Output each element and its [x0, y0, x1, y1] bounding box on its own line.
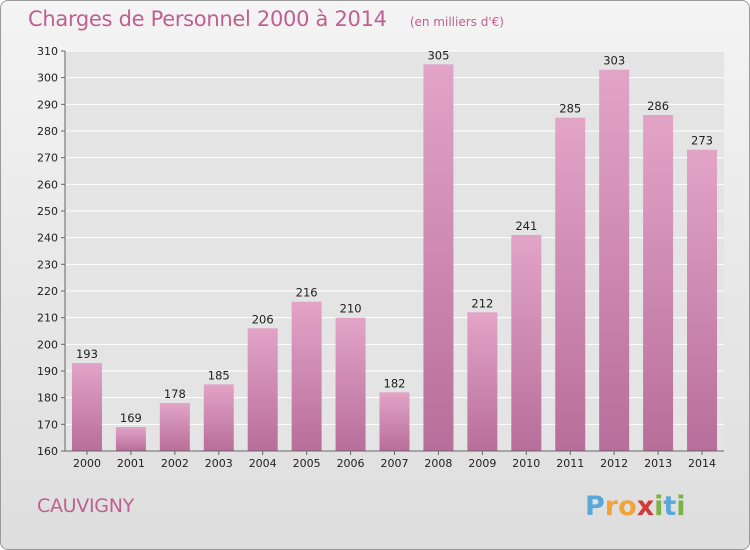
- bar-2000: [71, 363, 102, 451]
- y-tick-label: 240: [37, 232, 58, 245]
- x-tick-label: 2005: [293, 457, 321, 470]
- x-axis: 2000 2001 2002 2003 2004 2005 2006 2007 2008 2009…: [73, 451, 716, 470]
- bar-2009: [467, 312, 498, 451]
- x-tick-label: 2011: [556, 457, 584, 470]
- data-label-2014: 273: [691, 134, 713, 148]
- x-tick-label: 2013: [644, 457, 672, 470]
- x-tick-label: 2000: [73, 457, 101, 470]
- chart-subtitle: (en milliers d'€): [409, 15, 504, 29]
- logo-letter: i: [654, 491, 664, 522]
- y-tick-label: 270: [37, 152, 58, 165]
- bar-2006: [335, 317, 366, 451]
- bar-2005: [291, 301, 322, 451]
- logo-letter: o: [618, 491, 637, 522]
- x-tick-label: 2001: [117, 457, 145, 470]
- y-tick-label: 190: [37, 365, 58, 378]
- y-axis: 160 170 180 190 200 210 220 230 240 250 260 270 280 2…: [37, 45, 65, 458]
- data-label-2001: 169: [120, 411, 142, 425]
- x-tick-label: 2012: [600, 457, 628, 470]
- logo-letter: i: [676, 491, 686, 522]
- data-label-2008: 305: [427, 48, 449, 62]
- y-tick-label: 250: [37, 205, 58, 218]
- data-label-2009: 212: [471, 296, 493, 310]
- data-label-2002: 178: [164, 387, 186, 401]
- data-label-2003: 185: [208, 368, 230, 382]
- data-label-2000: 193: [76, 347, 98, 361]
- proxiti-logo[interactable]: Proxiti: [585, 491, 686, 522]
- y-tick-label: 300: [37, 72, 58, 85]
- x-tick-label: 2004: [249, 457, 277, 470]
- x-tick-label: 2003: [205, 457, 233, 470]
- chart-title: Charges de Personnel 2000 à 2014: [28, 7, 387, 31]
- bar-2002: [159, 403, 190, 451]
- y-tick-label: 280: [37, 125, 58, 138]
- logo-letter: r: [604, 491, 619, 522]
- bar-2011: [555, 117, 586, 452]
- data-label-2006: 210: [340, 302, 362, 316]
- data-label-2010: 241: [515, 219, 537, 233]
- x-tick-label: 2010: [512, 457, 540, 470]
- y-tick-label: 230: [37, 258, 58, 271]
- data-label-2007: 182: [384, 376, 406, 390]
- data-label-2011: 285: [559, 102, 581, 116]
- bar-2001: [115, 427, 146, 451]
- bar-2007: [379, 392, 410, 451]
- bar-2014: [687, 149, 718, 451]
- y-tick-label: 260: [37, 178, 58, 191]
- bar-2004: [247, 328, 278, 451]
- bar-2008: [423, 64, 454, 452]
- data-label-2013: 286: [647, 99, 669, 113]
- x-tick-label: 2007: [381, 457, 409, 470]
- y-tick-label: 210: [37, 312, 58, 325]
- logo-letter: P: [585, 491, 605, 522]
- x-tick-label: 2002: [161, 457, 189, 470]
- y-tick-label: 160: [37, 445, 58, 458]
- logo-letter: t: [663, 491, 677, 522]
- bar-2010: [511, 235, 542, 451]
- bar-2013: [643, 115, 674, 451]
- y-tick-label: 170: [37, 418, 58, 431]
- bars: 193 169 178 185 206 216 210 182 305 212 241 285 303 2…: [71, 48, 718, 452]
- y-tick-label: 290: [37, 98, 58, 111]
- y-tick-label: 310: [37, 45, 58, 58]
- commune-name: CAUVIGNY: [37, 495, 134, 517]
- bar-2012: [599, 69, 630, 452]
- x-tick-label: 2014: [688, 457, 716, 470]
- bar-2003: [203, 384, 234, 451]
- data-label-2012: 303: [603, 54, 625, 68]
- x-tick-label: 2008: [424, 457, 452, 470]
- data-label-2005: 216: [296, 286, 318, 300]
- y-tick-label: 200: [37, 338, 58, 351]
- y-tick-label: 180: [37, 392, 58, 405]
- logo-letter: x: [636, 491, 655, 522]
- data-label-2004: 206: [252, 312, 274, 326]
- x-tick-label: 2009: [468, 457, 496, 470]
- x-tick-label: 2006: [337, 457, 365, 470]
- y-tick-label: 220: [37, 285, 58, 298]
- title-row: Charges de Personnel 2000 à 2014 (en mil…: [28, 7, 504, 31]
